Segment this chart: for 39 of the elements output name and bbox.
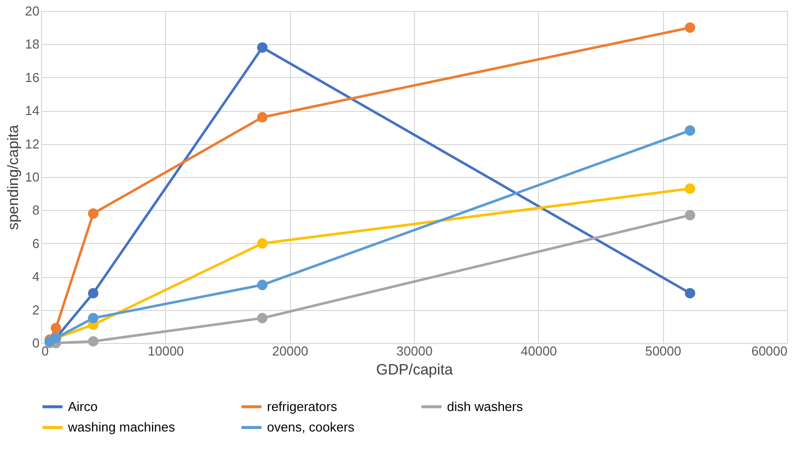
point bbox=[257, 312, 268, 324]
point bbox=[684, 210, 696, 220]
x-tick-label: 30000 bbox=[396, 344, 433, 358]
x-tick-label: 20000 bbox=[272, 344, 308, 358]
point bbox=[257, 42, 268, 53]
y-tick-label: 2 bbox=[32, 302, 40, 318]
point bbox=[684, 183, 696, 194]
y-tick-label: 4 bbox=[32, 269, 40, 284]
y-tick-label: 8 bbox=[32, 202, 40, 218]
y-tick-label: 16 bbox=[25, 70, 40, 85]
point bbox=[88, 288, 98, 298]
point bbox=[88, 312, 98, 324]
point bbox=[257, 280, 268, 290]
y-tick-label: 18 bbox=[25, 36, 40, 52]
y-tick-label: 14 bbox=[25, 103, 40, 118]
point bbox=[257, 112, 268, 122]
legend-label: refrigerators bbox=[267, 398, 338, 414]
y-tick-label: 20 bbox=[25, 4, 40, 18]
point bbox=[50, 322, 62, 334]
y-tick-label: 12 bbox=[25, 136, 40, 152]
legend-label: dish washers bbox=[447, 398, 524, 414]
point bbox=[684, 22, 696, 33]
x-axis-title: GDP/capita bbox=[376, 362, 454, 378]
x-tick-label: 10000 bbox=[148, 344, 184, 358]
legend-label: ovens, cookers bbox=[267, 420, 355, 434]
y-axis-title: spending/capita bbox=[5, 124, 22, 230]
point bbox=[88, 336, 98, 347]
y-tick-label: 6 bbox=[32, 236, 40, 251]
x-tick-label: 0 bbox=[42, 344, 49, 358]
point bbox=[684, 125, 696, 136]
y-tick-label: 10 bbox=[25, 170, 40, 184]
x-tick-label: 60000 bbox=[751, 344, 788, 358]
legend-label: Airco bbox=[68, 398, 98, 414]
legend-label: washing machines bbox=[67, 420, 176, 434]
x-tick-label: 50000 bbox=[645, 344, 682, 358]
point bbox=[257, 238, 268, 249]
point bbox=[88, 208, 98, 219]
x-tick-label: 40000 bbox=[520, 344, 557, 358]
point bbox=[684, 288, 696, 298]
